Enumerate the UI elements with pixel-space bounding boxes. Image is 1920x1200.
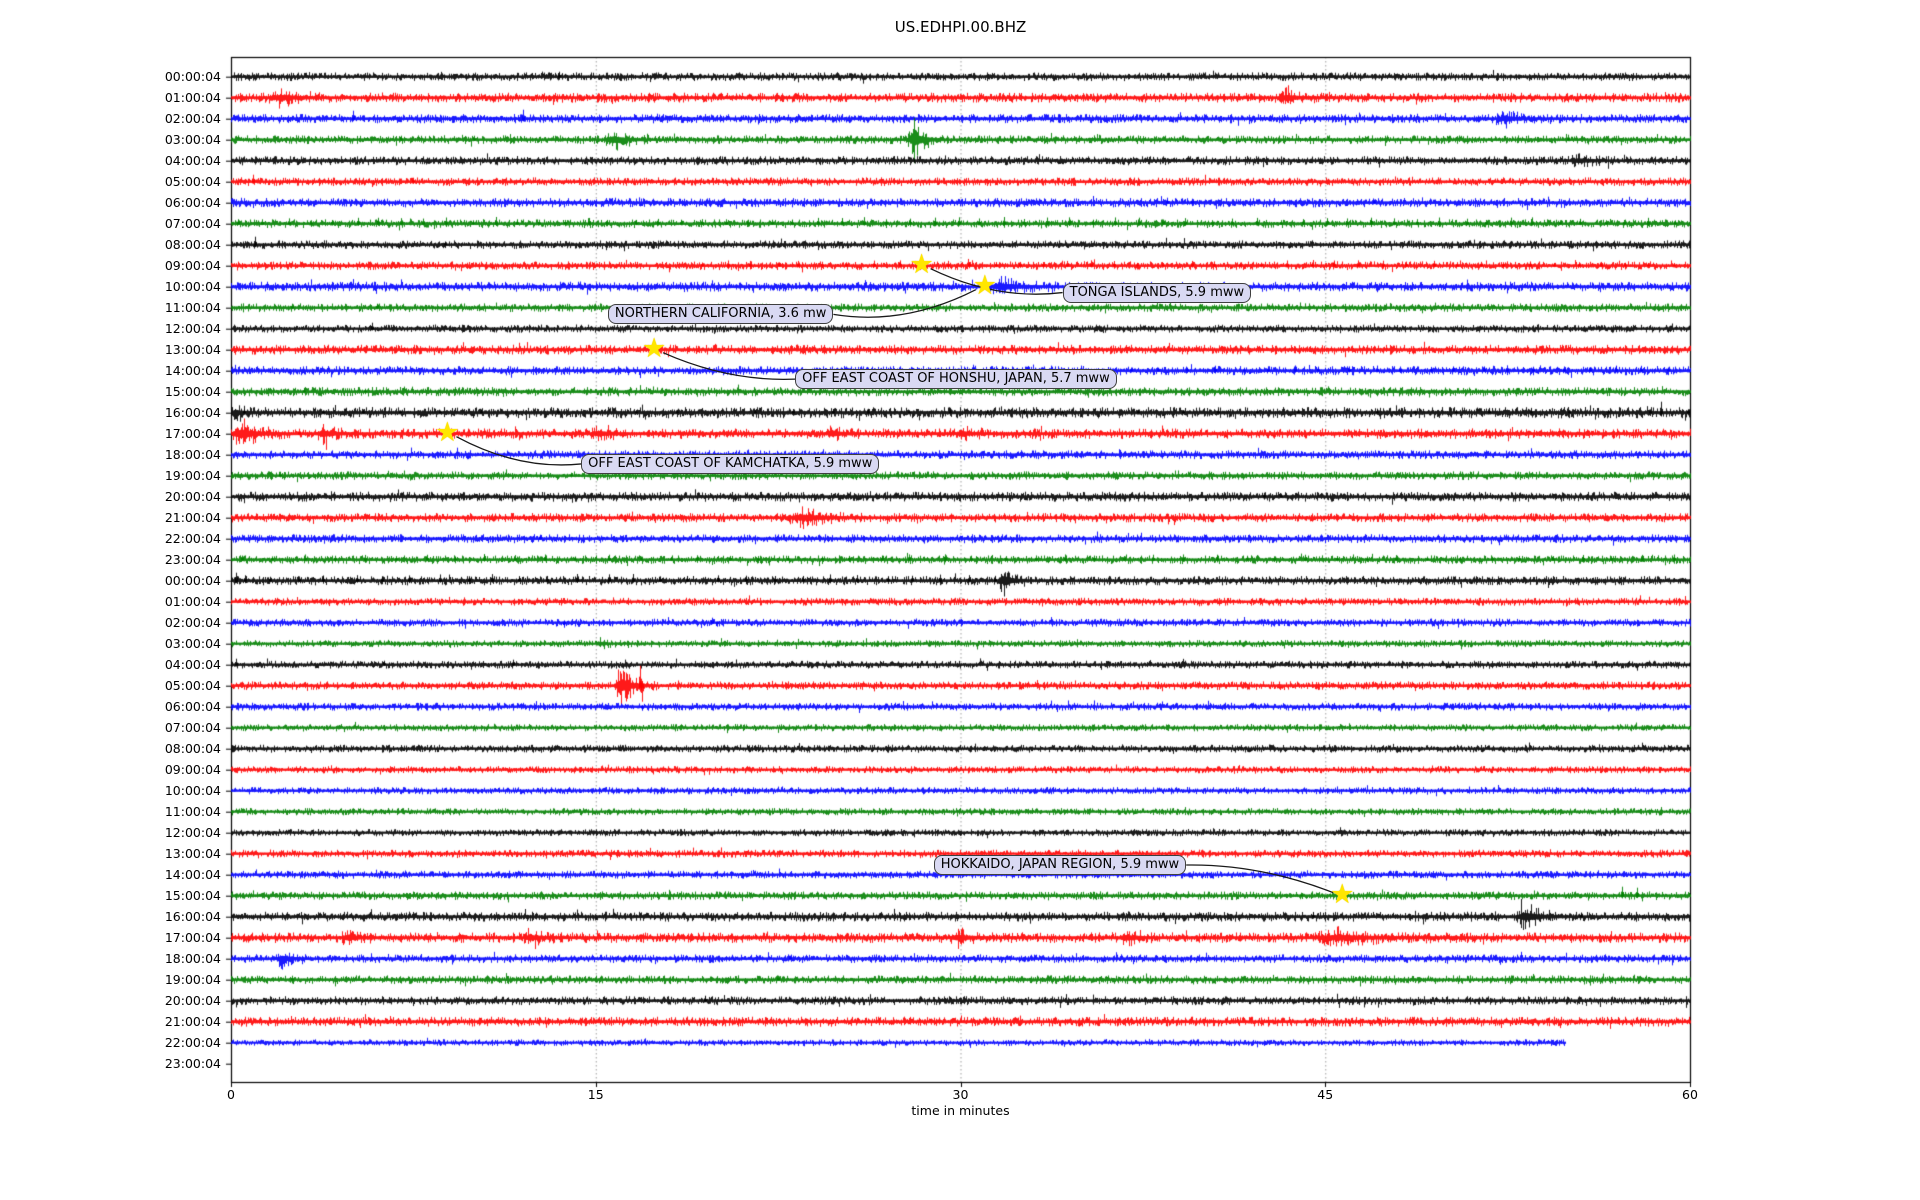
y-axis-label: 21:00:04 xyxy=(164,1013,221,1029)
x-axis-title: time in minutes xyxy=(911,1103,1010,1118)
x-tick-label: 60 xyxy=(1682,1087,1698,1102)
y-axis-label: 21:00:04 xyxy=(164,509,221,525)
y-axis-label: 23:00:04 xyxy=(164,1055,221,1071)
y-axis-label: 07:00:04 xyxy=(164,719,221,735)
y-axis-label: 11:00:04 xyxy=(164,299,221,315)
event-annotation: TONGA ISLANDS, 5.9 mww xyxy=(1062,282,1252,303)
y-axis-label: 22:00:04 xyxy=(164,530,221,546)
y-axis-label: 19:00:04 xyxy=(164,971,221,987)
y-axis-label: 20:00:04 xyxy=(164,488,221,504)
y-axis-label: 10:00:04 xyxy=(164,278,221,294)
y-axis-label: 01:00:04 xyxy=(164,593,221,609)
y-axis-label: 04:00:04 xyxy=(164,656,221,672)
y-axis-label: 09:00:04 xyxy=(164,761,221,777)
x-tick-label: 0 xyxy=(227,1087,235,1102)
y-axis-label: 08:00:04 xyxy=(164,740,221,756)
event-annotation: NORTHERN CALIFORNIA, 3.6 mw xyxy=(607,304,834,325)
y-axis-label: 11:00:04 xyxy=(164,803,221,819)
y-axis-label: 19:00:04 xyxy=(164,467,221,483)
y-axis-label: 03:00:04 xyxy=(164,635,221,651)
y-axis-label: 15:00:04 xyxy=(164,383,221,399)
x-tick-label: 30 xyxy=(952,1087,969,1102)
y-axis-label: 17:00:04 xyxy=(164,929,221,945)
y-axis-label: 09:00:04 xyxy=(164,257,221,273)
y-axis-label: 23:00:04 xyxy=(164,551,221,567)
y-axis-label: 00:00:04 xyxy=(164,68,221,84)
x-tick-label: 45 xyxy=(1317,1087,1334,1102)
y-axis-label: 16:00:04 xyxy=(164,908,221,924)
event-star-icon: ★ xyxy=(1330,878,1355,910)
event-star-icon: ★ xyxy=(972,269,997,301)
y-axis-label: 03:00:04 xyxy=(164,131,221,147)
y-axis-label: 13:00:04 xyxy=(164,341,221,357)
y-axis-label: 01:00:04 xyxy=(164,89,221,105)
y-axis-label: 10:00:04 xyxy=(164,782,221,798)
y-axis-label: 18:00:04 xyxy=(164,950,221,966)
y-axis-label: 20:00:04 xyxy=(164,992,221,1008)
y-axis-label: 15:00:04 xyxy=(164,887,221,903)
y-axis-label: 12:00:04 xyxy=(164,824,221,840)
y-axis-label: 13:00:04 xyxy=(164,845,221,861)
y-axis-label: 22:00:04 xyxy=(164,1034,221,1050)
event-star-icon: ★ xyxy=(435,416,460,448)
event-annotation: HOKKAIDO, JAPAN REGION, 5.9 mww xyxy=(933,855,1187,876)
y-axis-label: 05:00:04 xyxy=(164,173,221,189)
x-tick-label: 15 xyxy=(587,1087,604,1102)
y-axis-label: 02:00:04 xyxy=(164,110,221,126)
event-star-icon: ★ xyxy=(642,332,667,364)
y-axis-label: 07:00:04 xyxy=(164,215,221,231)
y-axis-label: 06:00:04 xyxy=(164,194,221,210)
y-axis-label: 04:00:04 xyxy=(164,152,221,168)
y-axis-label: 12:00:04 xyxy=(164,320,221,336)
y-axis-label: 08:00:04 xyxy=(164,236,221,252)
y-axis-label: 18:00:04 xyxy=(164,446,221,462)
y-axis-label: 17:00:04 xyxy=(164,425,221,441)
event-annotation: OFF EAST COAST OF HONSHU, JAPAN, 5.7 mww xyxy=(795,369,1117,390)
y-axis-label: 16:00:04 xyxy=(164,404,221,420)
plot-title: US.EDHPI.00.BHZ xyxy=(894,18,1027,36)
event-annotation: OFF EAST COAST OF KAMCHATKA, 5.9 mww xyxy=(581,453,880,474)
y-axis-label: 02:00:04 xyxy=(164,614,221,630)
y-axis-label: 14:00:04 xyxy=(164,362,221,378)
y-axis-label: 14:00:04 xyxy=(164,866,221,882)
y-axis-label: 06:00:04 xyxy=(164,698,221,714)
y-axis-label: 05:00:04 xyxy=(164,677,221,693)
y-axis-label: 00:00:04 xyxy=(164,572,221,588)
event-star-icon: ★ xyxy=(909,248,934,280)
